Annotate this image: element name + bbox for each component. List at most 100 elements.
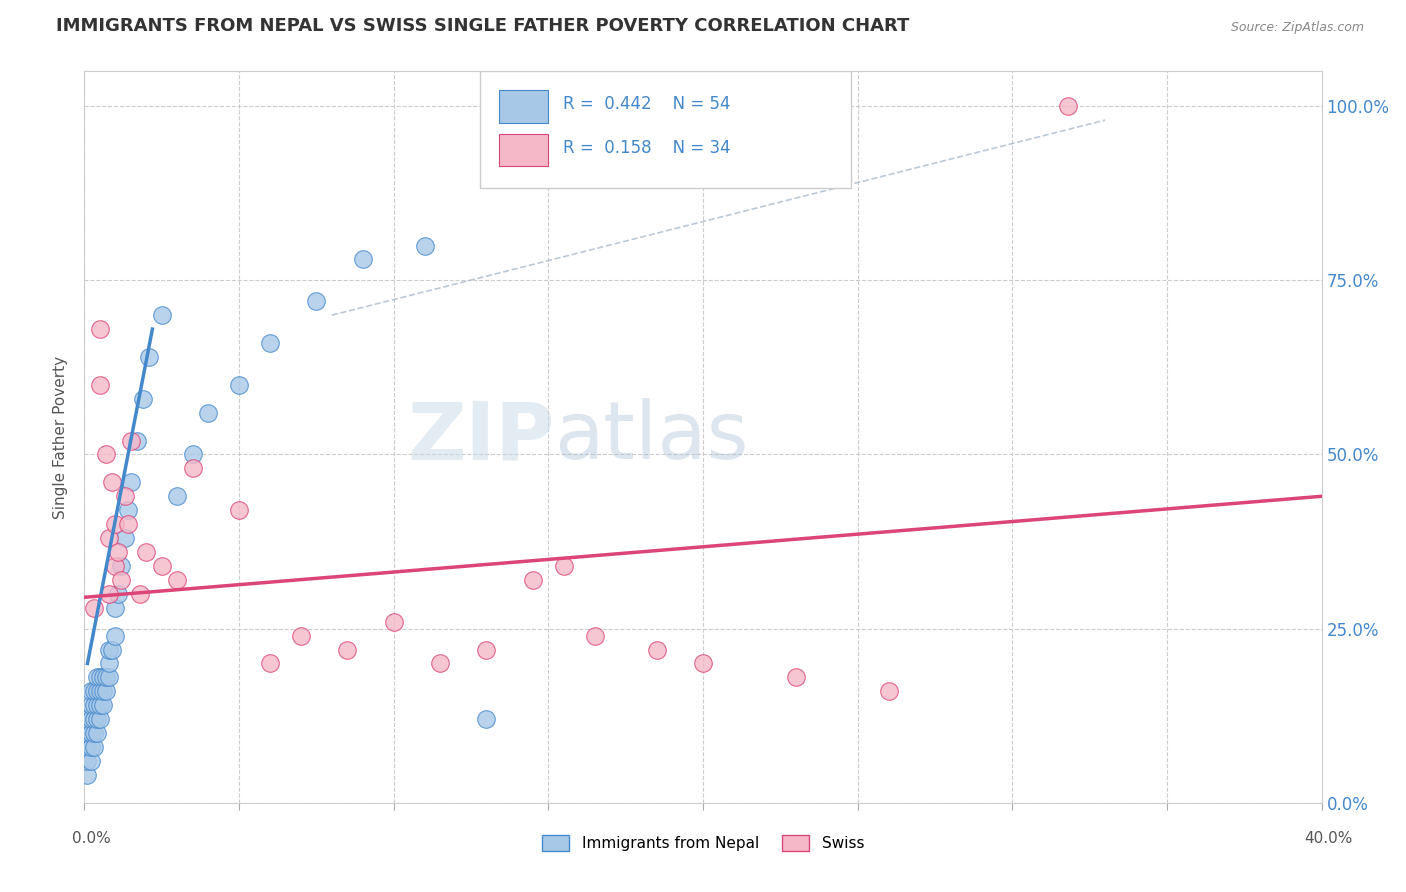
Point <box>89 712 111 726</box>
Point <box>104 558 127 573</box>
Point <box>89 684 111 698</box>
Point <box>107 545 129 559</box>
Point <box>1057 99 1080 113</box>
Point <box>475 712 498 726</box>
Point <box>79 726 101 740</box>
Point <box>86 698 108 713</box>
Point <box>83 726 105 740</box>
Point <box>259 336 281 351</box>
Point <box>305 294 328 309</box>
Point <box>336 642 359 657</box>
Point <box>83 698 105 713</box>
Text: R =  0.442    N = 54: R = 0.442 N = 54 <box>564 95 731 113</box>
Point <box>259 657 281 671</box>
Point <box>583 629 606 643</box>
Point <box>166 489 188 503</box>
Text: Source: ZipAtlas.com: Source: ZipAtlas.com <box>1230 21 1364 34</box>
Point <box>197 406 219 420</box>
Point <box>150 558 173 573</box>
Point <box>86 712 108 726</box>
Point <box>89 322 111 336</box>
Point <box>114 489 136 503</box>
Point <box>83 740 105 755</box>
Point <box>104 629 127 643</box>
Point <box>89 377 111 392</box>
Point <box>120 475 142 490</box>
Point <box>98 657 121 671</box>
Point <box>79 698 101 713</box>
Point <box>114 531 136 545</box>
Point <box>120 434 142 448</box>
Point <box>117 517 139 532</box>
Text: IMMIGRANTS FROM NEPAL VS SWISS SINGLE FATHER POVERTY CORRELATION CHART: IMMIGRANTS FROM NEPAL VS SWISS SINGLE FA… <box>56 17 910 35</box>
Point <box>83 684 105 698</box>
Point <box>553 558 575 573</box>
Point <box>522 573 544 587</box>
Point <box>86 684 108 698</box>
Point <box>79 684 101 698</box>
Point <box>135 545 157 559</box>
Point <box>107 587 129 601</box>
Point <box>83 600 105 615</box>
Point <box>132 392 155 406</box>
Text: atlas: atlas <box>554 398 749 476</box>
Point <box>692 657 714 671</box>
Point <box>110 573 132 587</box>
Point <box>138 350 160 364</box>
Point <box>877 684 900 698</box>
Point <box>181 461 204 475</box>
FancyBboxPatch shape <box>481 71 852 188</box>
FancyBboxPatch shape <box>499 90 548 122</box>
Text: 40.0%: 40.0% <box>1305 831 1353 846</box>
Point <box>79 754 101 768</box>
Text: 0.0%: 0.0% <box>72 831 111 846</box>
Point <box>89 670 111 684</box>
FancyBboxPatch shape <box>499 134 548 167</box>
Point <box>83 712 105 726</box>
Point <box>91 698 114 713</box>
Point <box>98 531 121 545</box>
Point <box>89 698 111 713</box>
Point <box>475 642 498 657</box>
Point <box>228 503 250 517</box>
Point <box>166 573 188 587</box>
Point <box>86 670 108 684</box>
Point <box>94 684 117 698</box>
Text: ZIP: ZIP <box>408 398 554 476</box>
Legend: Immigrants from Nepal, Swiss: Immigrants from Nepal, Swiss <box>536 830 870 857</box>
Point <box>104 600 127 615</box>
Point <box>76 768 98 782</box>
Point <box>79 740 101 755</box>
Point <box>101 642 124 657</box>
Point <box>352 252 374 267</box>
Point <box>76 740 98 755</box>
Point <box>76 754 98 768</box>
Point <box>76 712 98 726</box>
Point <box>101 475 124 490</box>
Point <box>76 726 98 740</box>
Point <box>129 587 152 601</box>
Point <box>104 517 127 532</box>
Point <box>86 726 108 740</box>
Point <box>181 448 204 462</box>
Point <box>645 642 668 657</box>
Point <box>98 642 121 657</box>
Point <box>79 712 101 726</box>
Point <box>125 434 148 448</box>
Point <box>785 670 807 684</box>
Point <box>228 377 250 392</box>
Point <box>98 587 121 601</box>
Point <box>91 670 114 684</box>
Y-axis label: Single Father Poverty: Single Father Poverty <box>53 356 69 518</box>
Point <box>110 558 132 573</box>
Point <box>94 448 117 462</box>
Point <box>150 308 173 322</box>
Point <box>98 670 121 684</box>
Point <box>413 238 436 252</box>
Point <box>94 670 117 684</box>
Point <box>91 684 114 698</box>
Point <box>382 615 405 629</box>
Point <box>429 657 451 671</box>
Point <box>117 503 139 517</box>
Text: R =  0.158    N = 34: R = 0.158 N = 34 <box>564 139 731 157</box>
